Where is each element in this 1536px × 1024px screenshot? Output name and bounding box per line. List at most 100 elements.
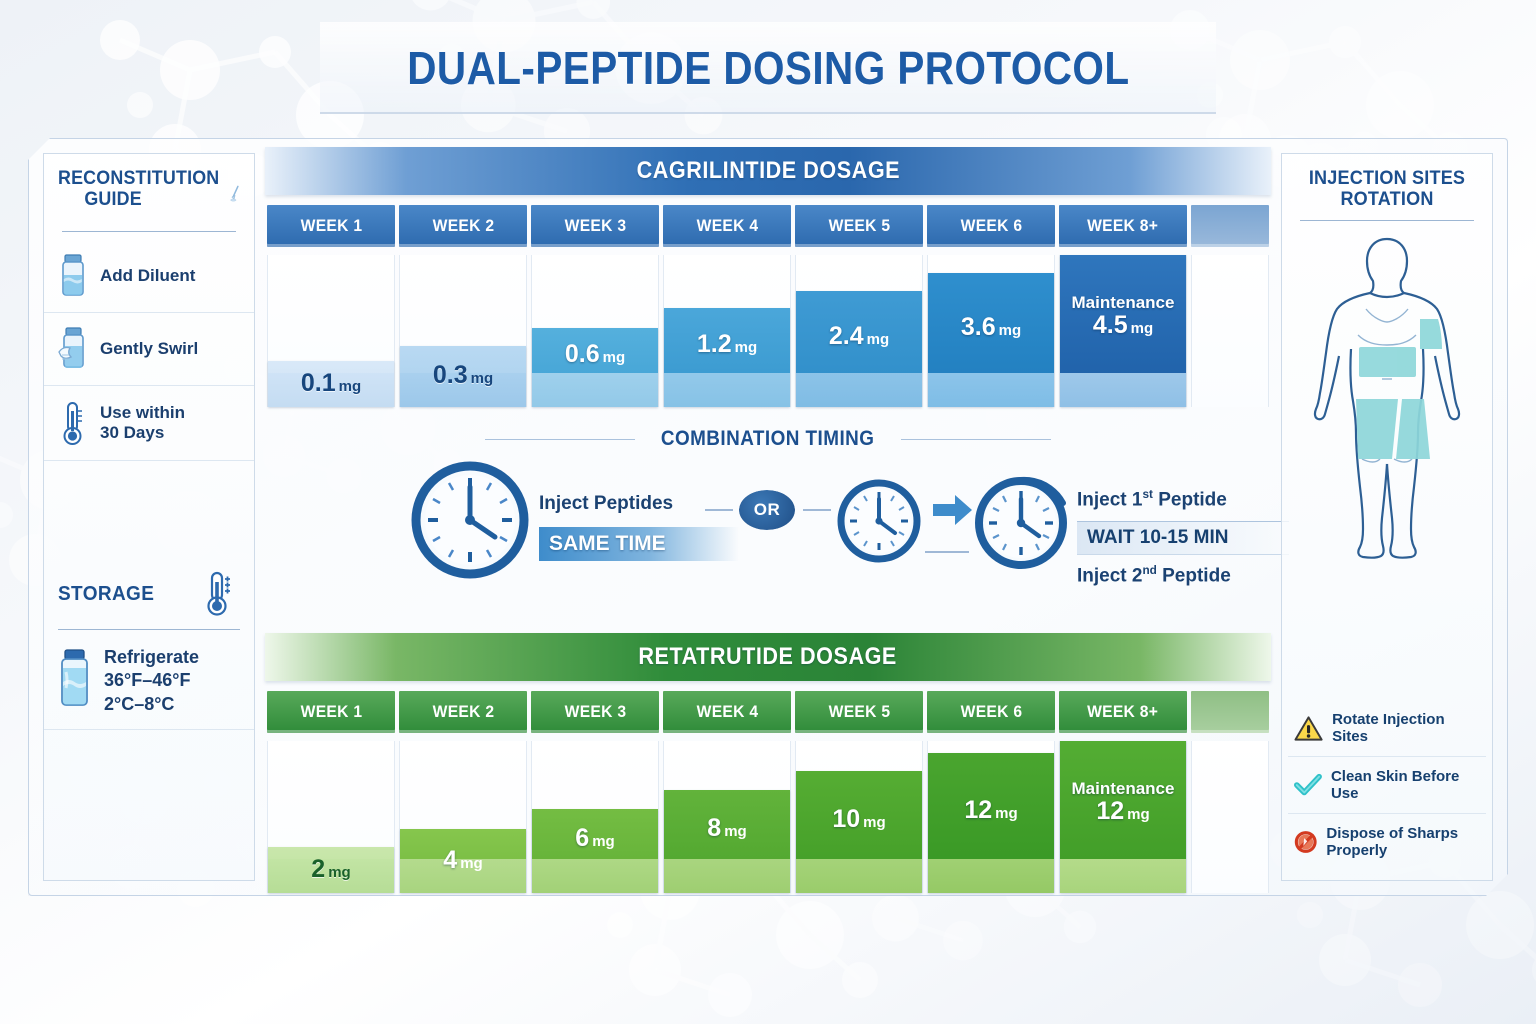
dose-value: 4 [443, 845, 458, 874]
chart-column: WEEK 1 2 mg [267, 691, 395, 893]
bar-plot: 10 mg [795, 741, 923, 893]
no-sharps-icon [1294, 828, 1317, 856]
dose-value: 12 [964, 795, 993, 824]
chart-column: WEEK 8+ Maintenance 4.5 mg [1059, 205, 1187, 407]
dose-bar: 0.1 mg [268, 361, 394, 407]
storage-line1: Refrigerate [104, 646, 200, 667]
thermometer-icon [56, 399, 90, 447]
week-header: WEEK 4 [663, 691, 791, 733]
dose-value: 0.6 [564, 340, 600, 369]
reconstitution-heading-line2: GUIDE [84, 189, 142, 211]
retatrutide-banner: RETATRUTIDE DOSAGE [265, 633, 1271, 681]
chart-column: WEEK 6 12 mg [927, 691, 1055, 893]
week-header: WEEK 1 [267, 691, 395, 733]
dose-unit: mg [460, 854, 483, 872]
dose-unit: mg [602, 349, 626, 367]
storage-line3: 2°C–8°C [104, 693, 175, 714]
dose-bar: 0.3 mg [400, 346, 526, 407]
week-header: WEEK 1 [267, 205, 395, 247]
bar-plot: 4 mg [399, 741, 527, 893]
safety-label: Clean Skin Before Use [1330, 768, 1460, 802]
bar-plot: 12 mg [927, 741, 1055, 893]
dose-bar: 3.6 mg [928, 273, 1054, 407]
week-header: WEEK 5 [795, 205, 923, 247]
chart-column: WEEK 5 2.4 mg [795, 205, 923, 407]
dose-unit: mg [470, 370, 494, 388]
injection-zone [1356, 319, 1442, 459]
safety-reminders: Rotate Injection Sites Clean Skin Before… [1288, 700, 1486, 870]
chart-column: WEEK 4 8 mg [663, 691, 791, 893]
bar-plot-empty [1191, 255, 1269, 407]
retatrutide-chart: WEEK 1 2 mg WEEK 2 4 mg WEEK 3 [265, 681, 1271, 899]
dose-unit: mg [866, 331, 890, 349]
dose-value: 0.3 [432, 361, 468, 390]
dose-value: 10 [832, 805, 861, 834]
chart-column: WEEK 6 3.6 mg [927, 205, 1055, 407]
dose-bar: 0.6 mg [532, 328, 658, 407]
dose-bar-maintenance: Maintenance 4.5 mg [1060, 255, 1186, 407]
dose-value: 12 [1096, 797, 1125, 826]
chart-column: WEEK 1 0.1 mg [267, 205, 395, 407]
divider [1300, 220, 1474, 221]
bar-plot: 3.6 mg [927, 255, 1055, 407]
dose-bar-maintenance: Maintenance 12 mg [1060, 741, 1186, 893]
center-column: CAGRILINTIDE DOSAGE WEEK 1 0.1 mg WEEK 2 … [265, 147, 1271, 887]
week-header-blank [1191, 691, 1269, 733]
bar-plot: 6 mg [531, 741, 659, 893]
dose-bar: 2.4 mg [796, 291, 922, 407]
vial-icon [56, 648, 94, 710]
dose-unit: mg [724, 823, 747, 841]
week-header: WEEK 2 [399, 691, 527, 733]
dose-bar: 6 mg [532, 809, 658, 893]
dose-value: 2.4 [828, 322, 864, 351]
dose-unit: mg [734, 339, 758, 357]
bar-plot: 8 mg [663, 741, 791, 893]
bar-plot: 1.2 mg [663, 255, 791, 407]
dose-value: 8 [707, 814, 722, 843]
chart-column: WEEK 3 0.6 mg [531, 205, 659, 407]
combination-timing-title: COMBINATION TIMING [661, 427, 875, 450]
storage-heading: STORAGE [58, 583, 155, 606]
maintenance-label: Maintenance [1071, 292, 1175, 312]
reconstitution-step-label: Add Diluent [100, 265, 196, 285]
main-panel: RECONSTITUTION GUIDE Add Diluent [28, 138, 1508, 896]
week-header: WEEK 5 [795, 691, 923, 733]
dose-value: 6 [575, 824, 590, 853]
bar-plot: 0.3 mg [399, 255, 527, 407]
storage-line2: 36°F–46°F [104, 670, 191, 691]
clock-icon [411, 461, 529, 579]
syringe-icon [230, 166, 240, 222]
thermometer-icon [200, 569, 240, 621]
dose-unit: mg [1130, 320, 1154, 338]
week-header: WEEK 3 [531, 205, 659, 247]
check-mark-icon [1294, 772, 1322, 799]
use-within-line1: Use within [100, 402, 186, 422]
week-header: WEEK 2 [399, 205, 527, 247]
bar-plot: 0.6 mg [531, 255, 659, 407]
week-header: WEEK 8+ [1059, 691, 1187, 733]
dose-bar: 1.2 mg [664, 308, 790, 407]
injection-heading-line1: INJECTION SITES [1308, 168, 1466, 189]
warning-triangle-icon [1294, 715, 1323, 742]
inject-first-peptide-label: Inject 1st Peptide [1077, 488, 1227, 511]
reconstitution-heading-line1: RECONSTITUTION [58, 168, 220, 189]
reconstitution-guide-header: RECONSTITUTION GUIDE [44, 154, 254, 240]
dose-unit: mg [1127, 806, 1150, 824]
bar-plot: Maintenance 4.5 mg [1059, 255, 1187, 407]
reconstitution-step-add-diluent: Add Diluent [44, 240, 254, 313]
clock-icon [971, 469, 1075, 573]
divider [62, 231, 236, 232]
dose-unit: mg [338, 378, 362, 396]
arrow-right-icon [931, 493, 975, 527]
chart-column: WEEK 4 1.2 mg [663, 205, 791, 407]
safety-item-rotate: Rotate Injection Sites [1288, 700, 1486, 757]
same-time-label: SAME TIME [539, 527, 739, 561]
chart-column: WEEK 2 4 mg [399, 691, 527, 893]
chart-column: WEEK 8+ Maintenance 12 mg [1059, 691, 1187, 893]
human-body-diagram [1298, 231, 1476, 563]
sidebar-left: RECONSTITUTION GUIDE Add Diluent [43, 153, 255, 881]
safety-item-dispose-sharps: Dispose of Sharps Properly [1288, 814, 1486, 870]
dose-unit: mg [863, 814, 886, 832]
week-header: WEEK 3 [531, 691, 659, 733]
dose-value: 3.6 [960, 313, 996, 341]
